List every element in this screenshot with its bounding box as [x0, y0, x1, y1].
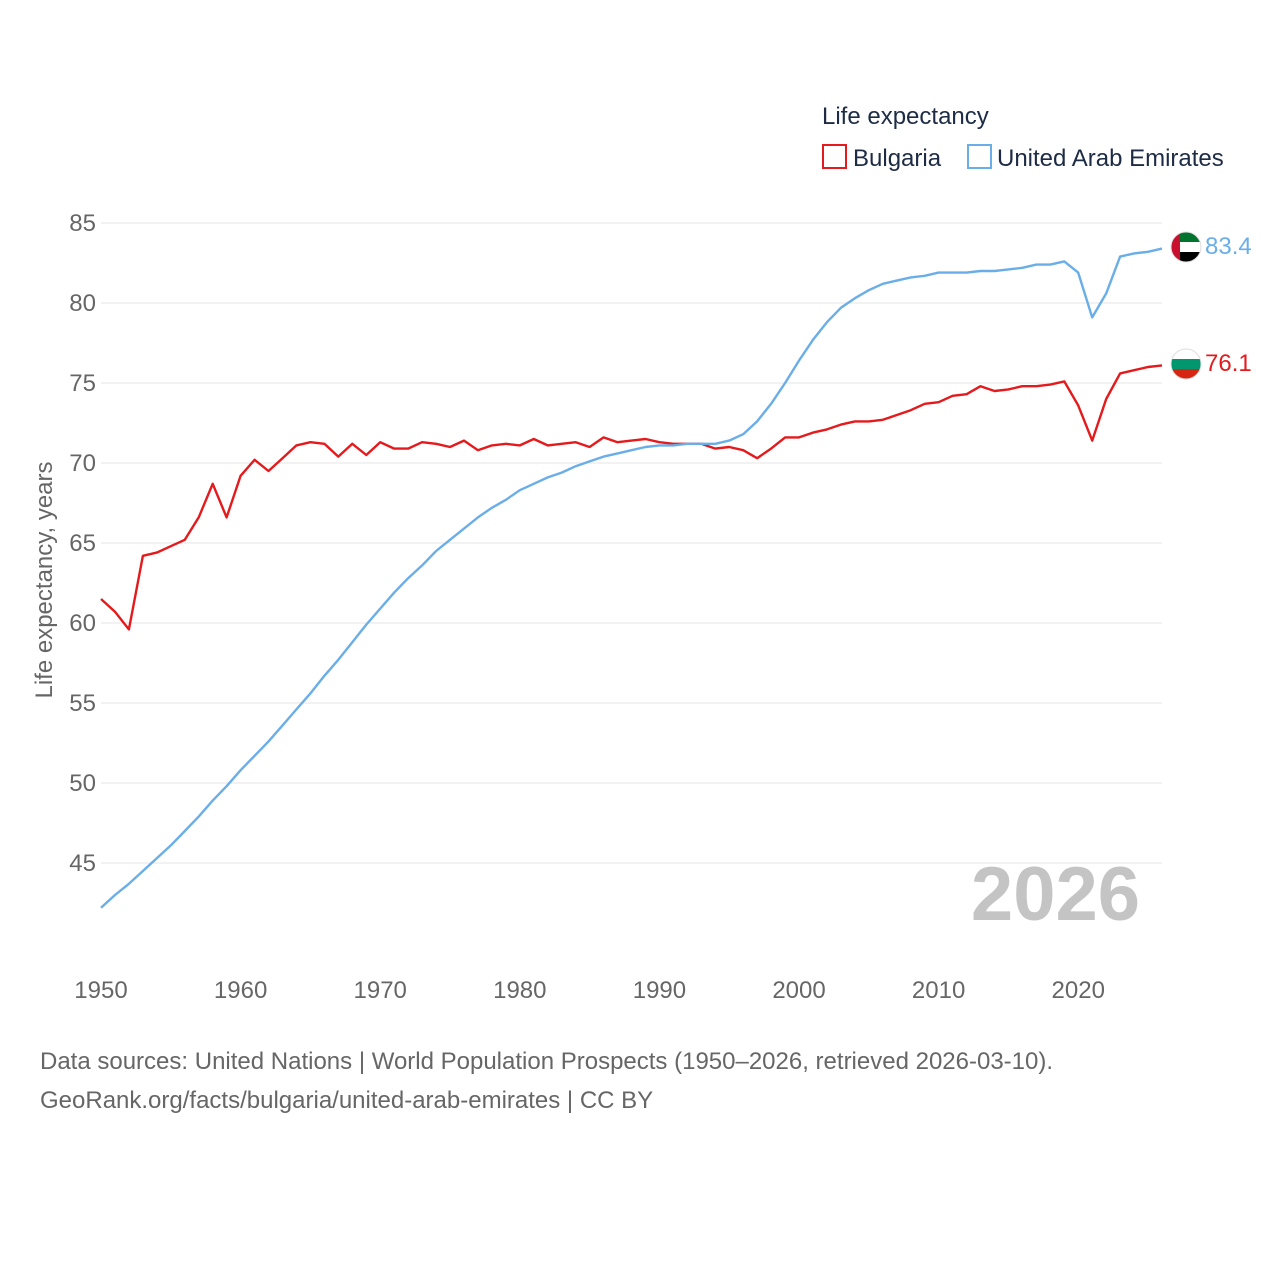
x-tick-label: 1990 [633, 977, 686, 1004]
life-expectancy-chart: 45 50 55 60 65 70 75 80 85 1950 1960 1970 1980 1990 20… [31, 103, 1252, 1004]
uae-end-value: 83.4 [1205, 233, 1252, 260]
y-tick-label: 80 [69, 290, 96, 317]
y-tick-label: 85 [69, 210, 96, 237]
y-tick-label: 55 [69, 690, 96, 717]
y-tick-label: 65 [69, 530, 96, 557]
x-tick-label: 2010 [912, 977, 965, 1004]
bulgaria-flag-icon [1170, 348, 1202, 380]
y-tick-label: 50 [69, 770, 96, 797]
source-link[interactable]: GeoRank.org/facts/bulgaria/united-arab-e… [40, 1087, 654, 1114]
footer: Data sources: United Nations | World Pop… [40, 1042, 1053, 1120]
x-tick-label: 2000 [772, 977, 825, 1004]
bulgaria-end-value: 76.1 [1205, 350, 1252, 377]
uae-flag-icon [1170, 231, 1202, 263]
y-tick-label: 45 [69, 850, 96, 877]
data-source-note: Data sources: United Nations | World Pop… [40, 1048, 1054, 1075]
y-tick-label: 75 [69, 370, 96, 397]
series-line-united-arab-emirates[interactable] [100, 247, 1163, 909]
y-tick-label: 60 [69, 610, 96, 637]
x-tick-label: 1980 [493, 977, 546, 1004]
legend-label-uae[interactable]: United Arab Emirates [997, 145, 1224, 172]
series-line-bulgaria[interactable] [100, 364, 1163, 631]
legend-swatch-uae[interactable] [967, 144, 992, 169]
x-tick-label: 2020 [1052, 977, 1105, 1004]
x-tick-label: 1970 [354, 977, 407, 1004]
legend-swatch-bulgaria[interactable] [822, 144, 847, 169]
y-tick-label: 70 [69, 450, 96, 477]
current-year-watermark: 2026 [971, 852, 1140, 937]
y-axis-title: Life expectancy, years [31, 461, 58, 698]
legend-label-bulgaria[interactable]: Bulgaria [853, 145, 942, 172]
x-tick-label: 1960 [214, 977, 267, 1004]
x-tick-label: 1950 [74, 977, 127, 1004]
legend-title: Life expectancy [822, 103, 989, 130]
